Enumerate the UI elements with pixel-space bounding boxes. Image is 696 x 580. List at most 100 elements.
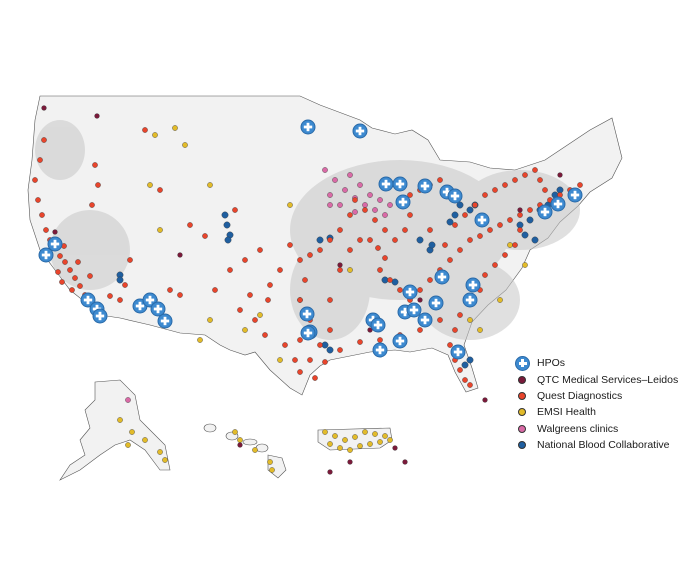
quest-location-marker <box>377 267 383 273</box>
legend-item-emsi: EMSI Health <box>513 404 693 420</box>
hpo-location-marker <box>392 333 408 349</box>
quest-location-marker <box>242 257 248 263</box>
quest-location-marker <box>357 339 363 345</box>
quest-location-marker <box>377 337 383 343</box>
quest-location-marker <box>237 307 243 313</box>
quest-location-marker <box>212 287 218 293</box>
walgreens-location-marker <box>342 187 348 193</box>
quest-location-marker <box>527 207 533 213</box>
emsi-location-marker <box>467 317 473 323</box>
quest-location-marker <box>327 237 333 243</box>
emsi-health-markers <box>117 125 528 473</box>
qtc-location-marker <box>417 297 423 303</box>
quest-location-marker <box>542 187 548 193</box>
emsi-location-marker <box>342 437 348 443</box>
quest-location-marker <box>187 222 193 228</box>
nbc-location-marker <box>446 218 454 226</box>
emsi-location-marker <box>387 437 393 443</box>
hpo-plus-icon <box>515 355 530 371</box>
hpo-location-marker <box>38 247 54 263</box>
legend-item-walgreens: Walgreens clinics <box>513 421 693 437</box>
hpo-location-marker <box>406 302 422 318</box>
walgreens-location-marker <box>125 397 131 403</box>
quest-location-marker <box>402 227 408 233</box>
qtc-location-marker <box>41 105 47 111</box>
hpo-location-marker <box>417 312 433 328</box>
quest-location-marker <box>55 269 61 275</box>
hpo-location-marker <box>474 212 490 228</box>
quest-location-marker <box>282 342 288 348</box>
emsi-location-marker <box>117 417 123 423</box>
legend-label-emsi: EMSI Health <box>537 406 596 419</box>
quest-location-marker <box>427 277 433 283</box>
hpo-location-marker <box>550 196 566 212</box>
qtc-location-marker <box>337 262 343 268</box>
quest-location-marker <box>462 212 468 218</box>
quest-location-marker <box>537 177 543 183</box>
quest-location-marker <box>317 342 323 348</box>
hpo-location-marker <box>450 344 466 360</box>
quest-location-marker <box>437 317 443 323</box>
walgreens-location-marker <box>332 177 338 183</box>
hpo-location-marker <box>300 325 316 341</box>
quest-location-marker <box>382 227 388 233</box>
quest-location-marker <box>227 267 233 273</box>
quest-location-marker <box>427 227 433 233</box>
quest-location-marker <box>532 167 538 173</box>
hpo-location-marker <box>300 119 316 135</box>
nbc-location-marker <box>466 356 474 364</box>
quest-location-marker <box>467 237 473 243</box>
quest-location-marker <box>247 292 253 298</box>
hpo-location-marker <box>417 178 433 194</box>
quest-location-marker <box>89 202 95 208</box>
quest-location-marker <box>375 245 381 251</box>
qtc-location-marker <box>327 469 333 475</box>
emsi-location-marker <box>232 429 238 435</box>
qtc-location-marker <box>177 252 183 258</box>
qtc-location-marker <box>557 172 563 178</box>
emsi-location-marker <box>269 467 275 473</box>
quest-location-marker <box>297 369 303 375</box>
hpo-location-marker <box>428 295 444 311</box>
emsi-location-marker <box>242 327 248 333</box>
quest-location-marker <box>522 172 528 178</box>
quest-location-marker <box>297 297 303 303</box>
quest-location-marker <box>262 332 268 338</box>
legend-item-nbc: National Blood Collaborative <box>513 437 693 453</box>
quest-location-marker <box>95 182 101 188</box>
walgreens-location-marker <box>372 207 378 213</box>
quest-location-marker <box>357 237 363 243</box>
quest-location-marker <box>75 259 81 265</box>
walgreens-location-marker <box>382 212 388 218</box>
legend-label-qtc: QTC Medical Services–Leidos <box>537 373 679 386</box>
walgreens-location-marker <box>387 202 393 208</box>
quest-location-marker <box>352 197 358 203</box>
emsi-location-marker <box>237 437 243 443</box>
emsi-location-marker <box>252 447 258 453</box>
walgreens-location-marker <box>322 167 328 173</box>
quest-location-marker <box>397 287 403 293</box>
hpo-location-marker <box>370 317 386 333</box>
quest-location-marker <box>362 207 368 213</box>
quest-location-marker <box>417 327 423 333</box>
qtc-location-marker <box>482 397 488 403</box>
quest-location-marker <box>457 367 463 373</box>
qtc-location-marker <box>52 229 58 235</box>
qtc-location-marker <box>517 207 523 213</box>
quest-location-marker <box>327 327 333 333</box>
emsi-location-marker <box>142 437 148 443</box>
emsi-location-marker <box>377 439 383 445</box>
quest-location-marker <box>577 182 583 188</box>
quest-location-marker <box>467 382 473 388</box>
quest-location-marker <box>307 252 313 258</box>
quest-location-marker <box>337 227 343 233</box>
hpo-location-marker <box>378 176 394 192</box>
emsi-location-marker <box>125 442 131 448</box>
legend-label-walgreens: Walgreens clinics <box>537 422 619 435</box>
quest-location-marker <box>452 222 458 228</box>
quest-location-marker <box>39 212 45 218</box>
quest-location-marker <box>492 187 498 193</box>
quest-location-marker <box>347 212 353 218</box>
quest-location-marker <box>122 282 128 288</box>
hpo-location-marker <box>395 194 411 210</box>
